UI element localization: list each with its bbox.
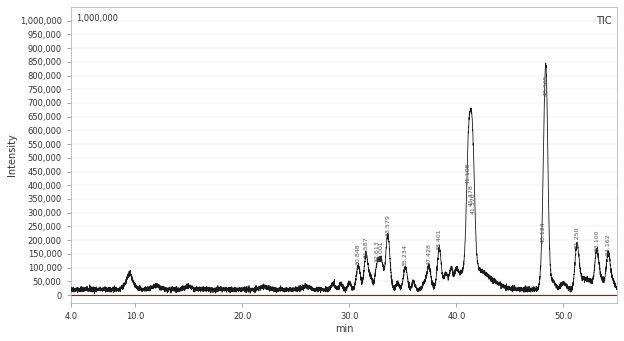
Text: 30.848: 30.848	[356, 243, 361, 265]
Text: 31.587: 31.587	[364, 236, 369, 258]
Text: 54.162: 54.162	[605, 234, 610, 255]
Text: 48.124: 48.124	[541, 221, 546, 243]
Text: 35.234: 35.234	[403, 244, 408, 266]
X-axis label: min: min	[334, 324, 353, 334]
Text: 37.428: 37.428	[426, 243, 431, 265]
Text: 41.570: 41.570	[470, 192, 475, 214]
Y-axis label: Intensity: Intensity	[7, 134, 17, 177]
Text: 1,000,000: 1,000,000	[76, 14, 118, 23]
Text: 33.001: 33.001	[379, 240, 384, 262]
Text: 33.579: 33.579	[385, 214, 390, 236]
Text: 41.378: 41.378	[469, 184, 474, 206]
Text: 51.250: 51.250	[574, 227, 580, 248]
Text: 38.401: 38.401	[437, 228, 442, 250]
Text: 48.365: 48.365	[544, 74, 548, 96]
Text: 32.613: 32.613	[375, 240, 380, 262]
Text: TIC: TIC	[596, 16, 612, 26]
Text: 53.100: 53.100	[594, 229, 599, 251]
Text: 41.108: 41.108	[466, 162, 470, 184]
